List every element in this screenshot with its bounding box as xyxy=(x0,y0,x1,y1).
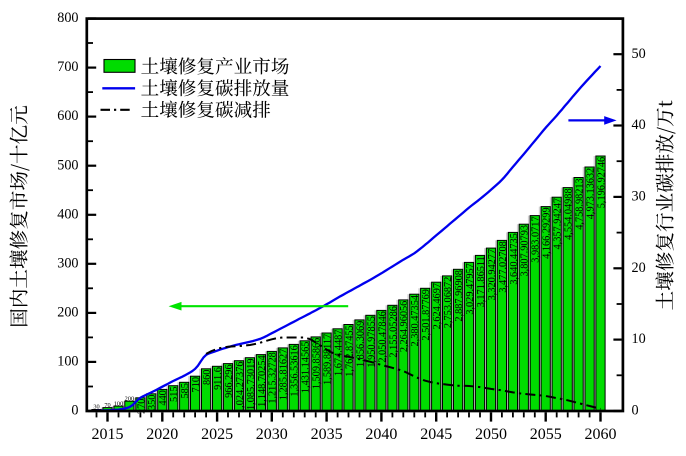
svg-text:2050: 2050 xyxy=(475,426,507,443)
svg-text:1,674.4487: 1,674.4487 xyxy=(334,330,345,376)
svg-text:3,640.44735: 3,640.44735 xyxy=(509,233,520,284)
svg-text:800: 800 xyxy=(57,10,78,26)
svg-text:860: 860 xyxy=(202,370,213,385)
svg-text:300: 300 xyxy=(57,255,78,271)
svg-text:3,477.02708: 3,477.02708 xyxy=(498,241,509,292)
svg-text:1,509.85866: 1,509.85866 xyxy=(312,338,323,389)
svg-text:2015: 2015 xyxy=(92,426,124,443)
svg-text:270: 270 xyxy=(136,399,147,414)
svg-text:515: 515 xyxy=(169,387,180,402)
svg-text:1,024.27376: 1,024.27376 xyxy=(235,362,246,413)
svg-text:2,380.47354: 2,380.47354 xyxy=(410,295,421,346)
svg-text:1,431.14565: 1,431.14565 xyxy=(301,342,312,393)
svg-text:2030: 2030 xyxy=(256,426,288,443)
svg-text:2025: 2025 xyxy=(201,426,233,443)
svg-text:4,166.29299: 4,166.29299 xyxy=(542,207,553,258)
svg-text:2,887.96908: 2,887.96908 xyxy=(454,270,465,321)
svg-text:200: 200 xyxy=(125,395,134,402)
svg-text:5,196.92746: 5,196.92746 xyxy=(596,157,607,208)
svg-text:2020: 2020 xyxy=(146,426,178,443)
svg-text:350: 350 xyxy=(147,395,158,410)
svg-text:20: 20 xyxy=(632,260,646,276)
svg-text:600: 600 xyxy=(57,108,78,124)
svg-text:700: 700 xyxy=(57,59,78,75)
svg-text:0: 0 xyxy=(632,403,639,419)
svg-text:4,554.04988: 4,554.04988 xyxy=(564,188,575,239)
svg-text:440: 440 xyxy=(158,390,169,405)
svg-text:1,762.87455: 1,762.87455 xyxy=(344,325,355,376)
svg-text:40: 40 xyxy=(632,117,646,133)
svg-text:200: 200 xyxy=(57,305,78,321)
svg-text:70: 70 xyxy=(104,402,110,409)
svg-text:2,264.96056: 2,264.96056 xyxy=(399,301,410,352)
svg-text:2,624.4697: 2,624.4697 xyxy=(432,283,443,329)
svg-text:2,155.05286: 2,155.05286 xyxy=(388,306,399,357)
svg-text:3,029.47957: 3,029.47957 xyxy=(465,263,476,314)
svg-text:2035: 2035 xyxy=(311,426,343,443)
svg-text:911.6: 911.6 xyxy=(213,367,224,390)
svg-text:3,320.94277: 3,320.94277 xyxy=(487,249,498,300)
svg-text:0: 0 xyxy=(71,403,78,419)
svg-text:1,356.53616: 1,356.53616 xyxy=(290,345,301,396)
svg-text:4,357.94247: 4,357.94247 xyxy=(553,198,564,249)
svg-text:2,753.06872: 2,753.06872 xyxy=(443,277,454,328)
svg-text:500: 500 xyxy=(57,157,78,173)
svg-text:400: 400 xyxy=(57,206,78,222)
svg-text:4,973.13632: 4,973.13632 xyxy=(586,168,597,219)
svg-text:1,950.97855: 1,950.97855 xyxy=(366,316,377,367)
svg-text:2,050.47846: 2,050.47846 xyxy=(377,311,388,362)
svg-text:10: 10 xyxy=(632,331,646,347)
svg-text:1,285.81627: 1,285.81627 xyxy=(279,349,290,400)
svg-text:710: 710 xyxy=(191,377,202,392)
svg-text:1,856.3069: 1,856.3069 xyxy=(355,321,366,367)
svg-text:3,983.0717: 3,983.0717 xyxy=(531,216,542,262)
svg-text:100: 100 xyxy=(114,400,123,407)
svg-text:1,085.73019: 1,085.73019 xyxy=(246,359,257,410)
svg-text:966.296: 966.296 xyxy=(224,364,235,397)
svg-text:2,501.87769: 2,501.87769 xyxy=(421,289,432,340)
svg-text:2040: 2040 xyxy=(365,426,397,443)
svg-text:1,215.32728: 1,215.32728 xyxy=(268,352,279,403)
svg-text:4,758.98213: 4,758.98213 xyxy=(575,178,586,229)
svg-text:3,171.86511: 3,171.86511 xyxy=(476,256,487,307)
svg-text:2045: 2045 xyxy=(420,426,452,443)
svg-text:100: 100 xyxy=(57,354,78,370)
svg-text:2055: 2055 xyxy=(530,426,562,443)
svg-text:1,589.88117: 1,589.88117 xyxy=(323,334,334,385)
svg-text:3,807.90793: 3,807.90793 xyxy=(520,225,531,276)
svg-text:585: 585 xyxy=(180,383,191,398)
svg-text:2060: 2060 xyxy=(585,426,617,443)
svg-text:30: 30 xyxy=(93,404,99,411)
svg-text:30: 30 xyxy=(632,189,646,205)
svg-text:50: 50 xyxy=(632,46,646,62)
svg-text:1,148.70254: 1,148.70254 xyxy=(257,355,268,406)
